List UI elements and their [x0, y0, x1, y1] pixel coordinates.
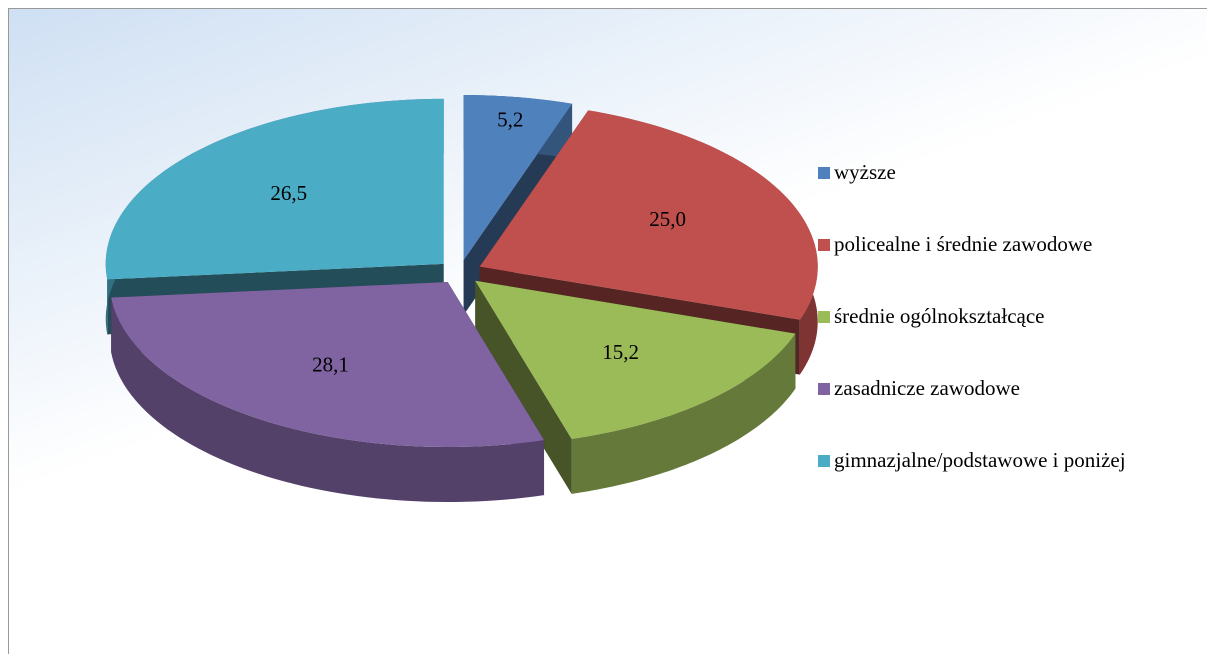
- slice-radial-side: [475, 280, 572, 494]
- pie-slice: [111, 282, 545, 448]
- legend-item: średnie ogólnokształcące: [818, 304, 1198, 376]
- legend-swatch: [818, 239, 830, 251]
- legend-item: gimnazjalne/podstawowe i poniżej: [818, 448, 1198, 520]
- slice-tops: [105, 95, 818, 448]
- data-label: 15,2: [602, 340, 639, 364]
- pie-slice: [475, 280, 796, 439]
- legend-label: policealne i średnie zawodowe: [834, 232, 1093, 256]
- data-label: 26,5: [270, 181, 307, 205]
- legend-label: gimnazjalne/podstawowe i poniżej: [834, 448, 1126, 472]
- legend-item: wyższe: [818, 160, 1198, 232]
- legend-item: policealne i średnie zawodowe: [818, 232, 1198, 304]
- slice-outer-side: [571, 333, 796, 494]
- legend-label: średnie ogólnokształcące: [834, 304, 1045, 328]
- legend-swatch: [818, 455, 830, 467]
- legend: wyższe policealne i średnie zawodowe średn…: [818, 160, 1198, 520]
- legend-swatch: [818, 311, 830, 323]
- legend-label: wyższe: [834, 160, 896, 184]
- legend-swatch: [818, 167, 830, 179]
- data-label: 28,1: [312, 353, 349, 377]
- slice-outer-side: [111, 297, 545, 503]
- legend-label: zasadnicze zawodowe: [834, 376, 1020, 400]
- data-label: 25,0: [649, 207, 686, 231]
- legend-item: zasadnicze zawodowe: [818, 376, 1198, 448]
- pie-slice: [105, 98, 444, 280]
- legend-swatch: [818, 383, 830, 395]
- pie-slice: [479, 110, 818, 320]
- data-label: 5,2: [497, 107, 523, 131]
- pie-slice: [463, 95, 573, 261]
